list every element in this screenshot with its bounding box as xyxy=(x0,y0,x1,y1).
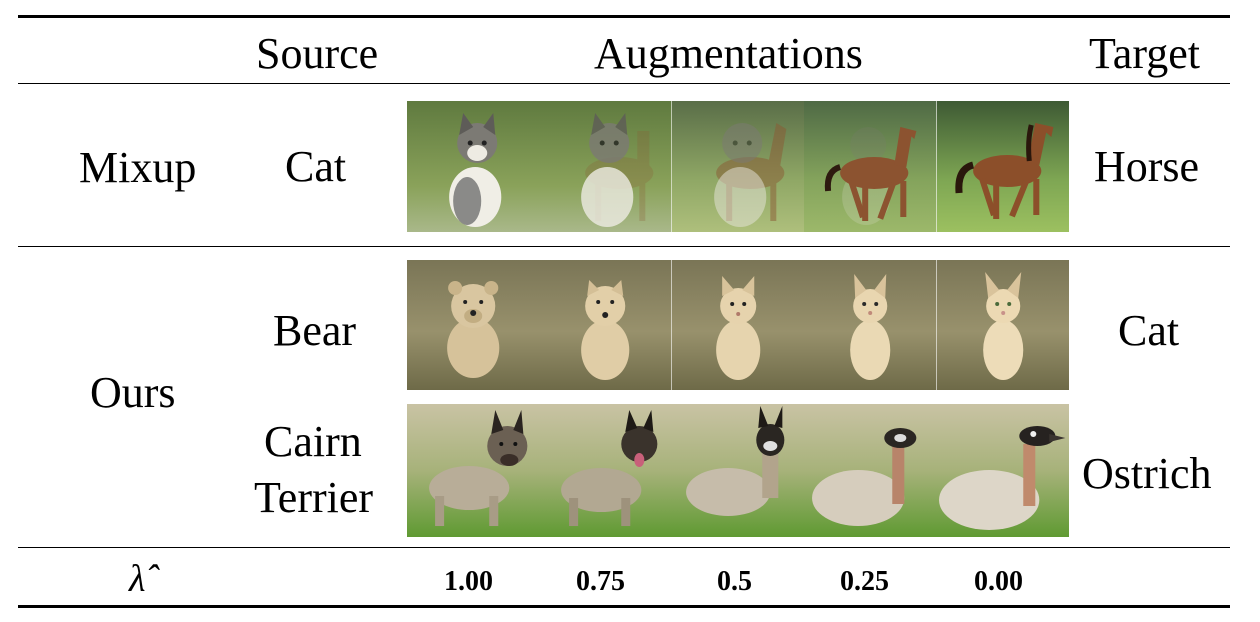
lambda-value: 0.75 xyxy=(576,566,625,597)
source-bear: Bear xyxy=(273,306,357,355)
bear-cat-frame-4 xyxy=(804,260,937,390)
mixup-frame-blend-1 xyxy=(539,101,672,232)
lambda-rule xyxy=(18,547,1230,548)
mixup-frame-cat xyxy=(407,101,540,232)
header-source: Source xyxy=(256,29,379,78)
target-horse: Horse xyxy=(1094,142,1200,191)
terrier-ostrich-frame-1 xyxy=(407,404,540,537)
mid-rule xyxy=(18,246,1230,247)
bear-cat-frame-5 xyxy=(936,260,1070,390)
target-ostrich: Ostrich xyxy=(1082,449,1212,498)
header-target: Target xyxy=(1089,29,1200,78)
method-mixup: Mixup xyxy=(79,143,197,192)
mixup-frame-blend-2 xyxy=(671,101,805,232)
terrier-ostrich-frame-5 xyxy=(936,404,1070,537)
lambda-value: 1.00 xyxy=(444,566,493,597)
source-terrier: Terrier xyxy=(254,473,374,522)
bear-to-cat-image-strip xyxy=(407,260,1070,390)
source-cairn: Cairn xyxy=(264,417,362,466)
mixup-frame-horse xyxy=(936,101,1070,232)
mixup-image-strip xyxy=(407,101,1070,232)
lambda-value: 0.25 xyxy=(840,566,889,597)
terrier-ostrich-frame-2 xyxy=(539,404,672,537)
lambda-value: 0.00 xyxy=(974,566,1023,597)
header-rule xyxy=(18,83,1230,84)
bear-cat-frame-1 xyxy=(407,260,540,390)
bear-cat-frame-3 xyxy=(671,260,805,390)
terrier-ostrich-frame-4 xyxy=(804,404,937,537)
source-cat: Cat xyxy=(285,142,347,191)
method-ours: Ours xyxy=(90,368,176,417)
bottom-rule xyxy=(18,605,1230,608)
mixup-frame-blend-3 xyxy=(804,101,937,232)
terrier-to-ostrich-image-strip xyxy=(407,404,1070,537)
header-augmentations: Augmentations xyxy=(594,29,863,78)
top-rule xyxy=(18,15,1230,18)
target-cat: Cat xyxy=(1118,306,1180,355)
bear-cat-frame-2 xyxy=(539,260,672,390)
terrier-ostrich-frame-3 xyxy=(671,404,805,537)
lambda-value: 0.5 xyxy=(717,566,752,597)
lambda-symbol: λ̂ xyxy=(129,558,146,600)
